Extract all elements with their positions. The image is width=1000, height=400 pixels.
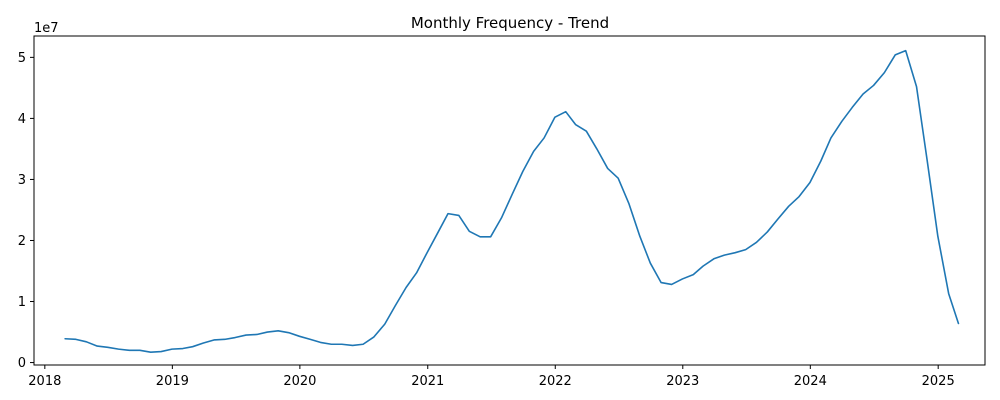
y-offset-label: 1e7 — [34, 21, 59, 36]
x-tick-label: 2021 — [411, 374, 444, 389]
y-tick-label: 4 — [18, 112, 26, 127]
y-tick-label: 5 — [18, 51, 26, 66]
x-tick-label: 2024 — [794, 374, 827, 389]
plot-frame — [33, 35, 986, 366]
y-tick-label: 0 — [18, 356, 26, 371]
y-tick-label: 1 — [18, 295, 26, 310]
y-tick-label: 3 — [18, 173, 26, 188]
y-tick-label: 2 — [18, 234, 26, 249]
x-tick-label: 2022 — [539, 374, 572, 389]
series-line-0 — [64, 49, 960, 353]
x-tick-label: 2018 — [28, 374, 61, 389]
chart-title: Monthly Frequency - Trend — [411, 14, 609, 32]
x-tick-label: 2019 — [156, 374, 189, 389]
x-tick-label: 2020 — [283, 374, 316, 389]
x-tick-label: 2025 — [922, 374, 955, 389]
plot-area: 2018 2019 2020 2021 2022 2023 2024 2025 0 1 2 3 4 5 — [18, 49, 960, 389]
x-tick-label: 2023 — [666, 374, 699, 389]
